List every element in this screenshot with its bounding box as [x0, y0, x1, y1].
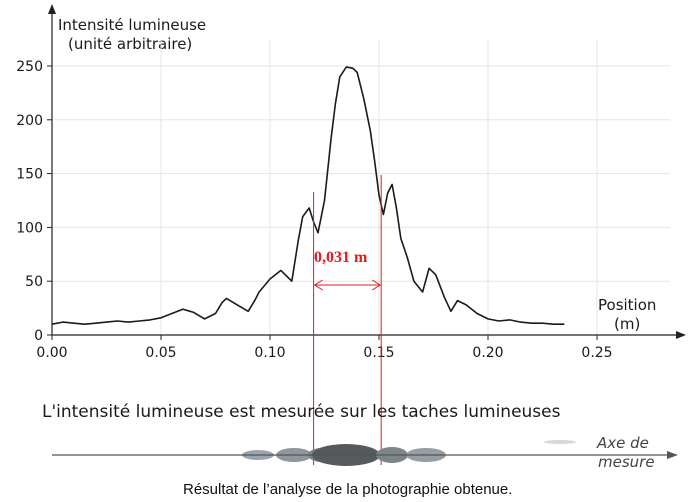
- x-axis-arrow-icon: [676, 331, 686, 339]
- y-tick-label: 200: [16, 113, 43, 129]
- y-tick-label: 100: [16, 220, 43, 236]
- y-tick-label: 150: [16, 167, 43, 183]
- x-axis-title-line1: Position: [598, 296, 656, 314]
- arrow-left-icon: [313, 279, 323, 291]
- y-tick-label: 250: [16, 59, 43, 75]
- x-axis-title-line2: (m): [614, 315, 640, 333]
- measurement-axis-label-line2: mesure: [598, 453, 655, 471]
- arrow-right-icon: [371, 279, 382, 291]
- y-axis-arrow-icon: [48, 4, 56, 14]
- y-axis-title-line1: Intensité lumineuse: [58, 16, 206, 34]
- x-tick-label: 0.20: [472, 345, 503, 361]
- caption-top: L'intensité lumineuse est mesurée sur le…: [42, 402, 561, 422]
- measurement-axis-arrow-icon: [667, 451, 678, 459]
- y-ticks: 0 50 100 150 200 250: [16, 59, 52, 344]
- y-axis-title-line2: (unité arbitraire): [68, 35, 192, 53]
- x-ticks: 0.00 0.05 0.10 0.15 0.20 0.25: [36, 335, 613, 361]
- measurement-axis-label-line1: Axe de: [596, 434, 649, 452]
- x-tick-label: 0.05: [145, 345, 176, 361]
- caption-bottom: Résultat de l’analyse de la photographie…: [183, 481, 512, 498]
- axes: [48, 4, 686, 339]
- x-tick-label: 0.10: [254, 345, 285, 361]
- y-tick-label: 50: [25, 274, 43, 290]
- x-tick-label: 0.00: [36, 345, 67, 361]
- y-tick-label: 0: [34, 328, 43, 344]
- light-spot: [544, 440, 576, 444]
- x-tick-label: 0.25: [581, 345, 612, 361]
- distance-label: 0,031 m: [314, 249, 368, 266]
- x-tick-label: 0.15: [363, 345, 394, 361]
- grid-lines: [52, 40, 670, 335]
- intensity-curve: [51, 66, 565, 325]
- light-spots: [242, 440, 576, 466]
- distance-markers: [313, 175, 382, 465]
